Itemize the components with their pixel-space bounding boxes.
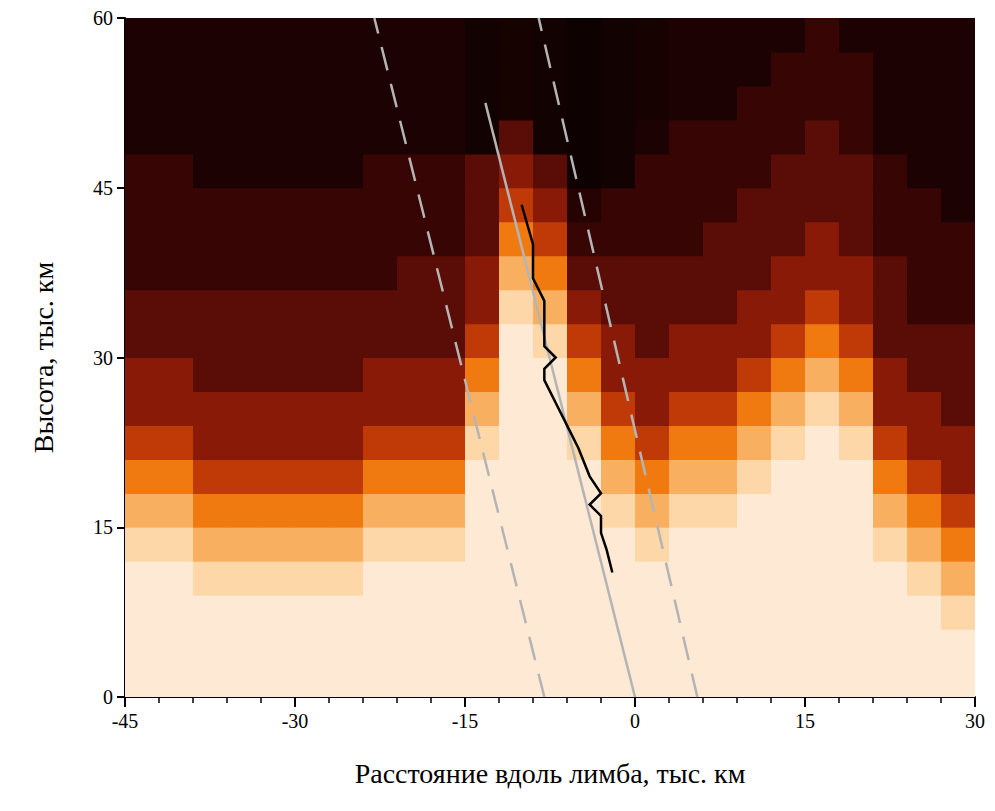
svg-text:0: 0: [630, 710, 640, 732]
svg-text:0: 0: [103, 686, 113, 708]
svg-text:Высота, тыс. км: Высота, тыс. км: [28, 262, 59, 454]
svg-text:-15: -15: [452, 710, 479, 732]
svg-text:30: 30: [93, 347, 113, 369]
svg-text:15: 15: [795, 710, 815, 732]
svg-text:15: 15: [93, 516, 113, 538]
svg-text:-30: -30: [282, 710, 309, 732]
svg-text:-45: -45: [112, 710, 139, 732]
svg-text:45: 45: [93, 177, 113, 199]
svg-text:30: 30: [965, 710, 985, 732]
svg-text:60: 60: [93, 7, 113, 29]
svg-text:Расстояние вдоль лимба, тыс. к: Расстояние вдоль лимба, тыс. км: [355, 758, 746, 789]
